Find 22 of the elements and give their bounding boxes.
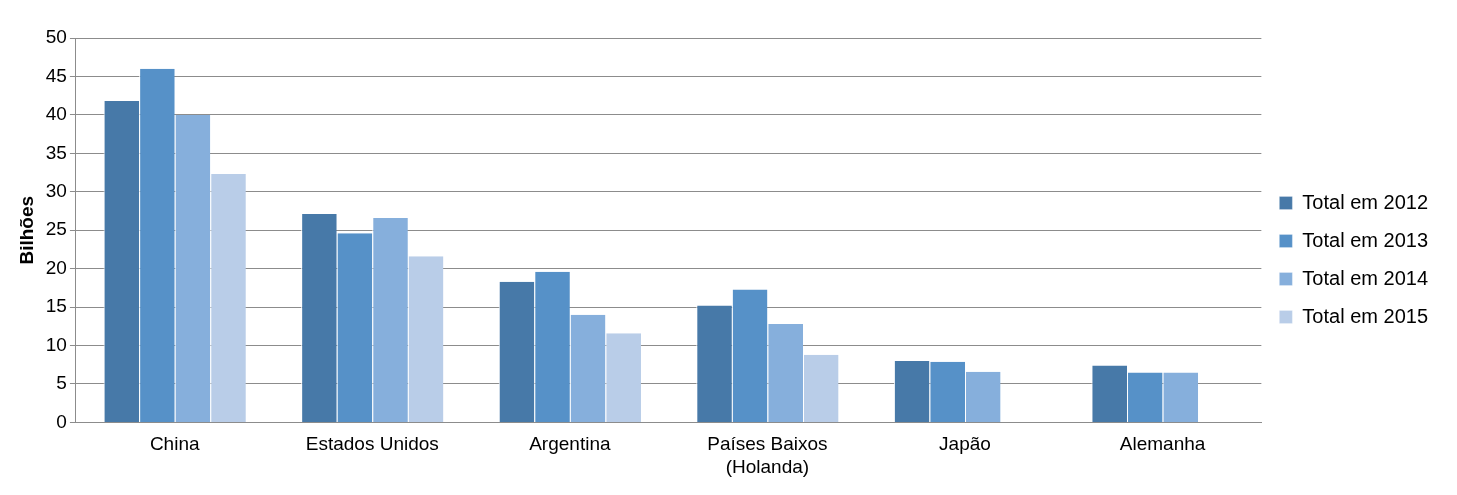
y-tick-label: 30 bbox=[45, 179, 67, 201]
legend-label: Total em 2015 bbox=[1302, 304, 1429, 327]
legend-label: Total em 2013 bbox=[1302, 228, 1429, 251]
y-tick-label: 0 bbox=[56, 410, 67, 432]
x-tick-label: Países Baixos (Holanda) bbox=[707, 433, 828, 477]
y-tick-label: 40 bbox=[45, 103, 67, 125]
y-tick-label: 35 bbox=[45, 141, 67, 163]
x-tick-label: Japão bbox=[939, 433, 991, 455]
x-tick-label: Argentina bbox=[529, 433, 611, 455]
y-tick-label: 20 bbox=[45, 256, 67, 278]
y-tick-label: 50 bbox=[45, 26, 67, 48]
legend-label: Total em 2012 bbox=[1302, 190, 1429, 213]
legend-label: Total em 2014 bbox=[1302, 266, 1429, 289]
x-tick-label: China bbox=[149, 433, 200, 455]
y-axis-title: Bilhões bbox=[15, 195, 37, 265]
x-tick-label: Alemanha bbox=[1119, 433, 1206, 455]
y-tick-label: 45 bbox=[45, 64, 67, 86]
y-tick-label: 25 bbox=[45, 218, 67, 240]
y-tick-label: 15 bbox=[45, 295, 67, 317]
x-tick-label: Estados Unidos bbox=[305, 433, 439, 455]
y-tick-label: 5 bbox=[56, 372, 67, 394]
y-tick-label: 10 bbox=[45, 333, 67, 355]
